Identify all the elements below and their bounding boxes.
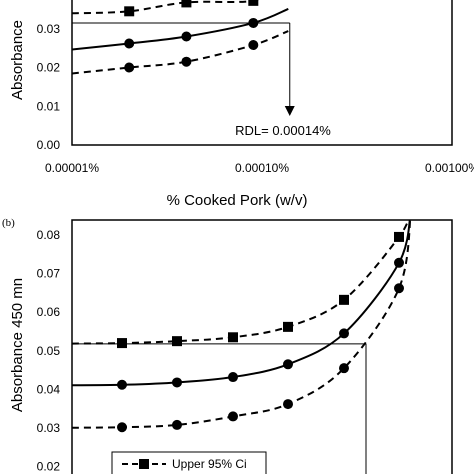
panel-b-circle-marker [339,363,349,374]
panel-b-circle-marker [394,257,404,268]
panel-a-x-tick-label: 0.00010% [235,161,289,175]
panel-b-circle-marker [283,399,293,410]
panel-b-y-tick-label: 0.07 [37,267,61,281]
panel-b-circle-marker [117,379,127,390]
panel-b-y-tick-label: 0.06 [37,305,61,319]
panel-b-square-marker [172,336,182,347]
panel-b-label: (b) [2,217,15,229]
panel-a-x-ticks: 0.00001% 0.00010% 0.00100% [45,161,474,175]
panel-a-x-tick-label: 0.00100% [425,161,474,175]
panel-a-x-axis-label: % Cooked Pork (w/v) [167,192,308,209]
panel-b-series-line [72,220,412,429]
panel-a-x-tick-label: 0.00001% [45,161,99,175]
panel-a-circle-marker [181,31,192,42]
panel-b-circle-marker [172,377,182,388]
panel-b-circle-marker [283,359,293,370]
rdl-annotation: RDL= 0.00014% [235,123,331,138]
panel-b-circle-marker [394,283,404,294]
panel-b-circle-marker [228,372,238,383]
panel-b-series-line [72,220,411,387]
panel-b-circle-marker [339,328,349,339]
panel-a-circle-marker [248,40,259,51]
legend-box [111,451,267,474]
panel-a-y-axis-label: Absorbance [9,20,26,100]
panel-b-square-marker [339,294,349,305]
panel-b-circle-marker [117,422,127,433]
panel-b-square-marker [117,338,127,349]
panel-a-series-line [72,0,262,15]
legend-square-marker [139,459,149,469]
panel-a-y-tick-label: 0.02 [37,61,61,75]
panel-a-y-ticks: 0.00 0.01 0.02 0.03 [37,22,61,152]
panel-a-plot-frame [71,0,453,146]
panel-a: 0.00 0.01 0.02 0.03 0.00001% 0.00010% 0.00100… [9,0,474,209]
panel-b-circle-marker [228,411,238,422]
panel-b-y-tick-label: 0.02 [37,460,61,474]
panel-b-circle-marker [172,419,182,430]
legend: Upper 95% Ci [111,451,267,474]
panel-a-square-marker [124,6,135,17]
panel-b: (b) 0.02 0.03 0.04 0.05 0.06 0.07 0.08 Absorba… [2,217,453,474]
panel-a-square-marker [181,0,192,8]
panel-b-plot-frame [71,219,453,474]
panel-b-y-ticks: 0.02 0.03 0.04 0.05 0.06 0.07 0.08 [37,228,61,474]
panel-b-series [72,220,412,433]
panel-b-y-axis-label: Absorbance 450 mn [9,278,26,412]
panel-a-circle-marker [124,62,135,73]
panel-b-y-tick-label: 0.05 [37,344,61,358]
panel-a-circle-marker [124,38,135,49]
panel-a-y-tick-label: 0.00 [37,138,61,152]
panel-a-series-line [72,30,289,75]
panel-a-y-tick-label: 0.03 [37,22,61,36]
legend-label-upper-ci: Upper 95% Ci [172,457,247,471]
panel-b-square-marker [394,231,404,242]
panel-a-circle-marker [248,17,259,28]
panel-a-circle-marker [181,56,192,67]
panel-a-series [72,0,289,75]
panel-b-y-tick-label: 0.04 [37,382,61,396]
panel-b-square-marker [283,321,293,332]
panel-b-y-tick-label: 0.08 [37,228,61,242]
panel-a-y-tick-label: 0.01 [37,99,61,113]
panel-b-series-line [72,220,410,345]
rdl-arrowhead [284,106,295,116]
panel-b-y-tick-label: 0.03 [37,421,61,435]
panel-a-square-marker [248,0,259,6]
panel-b-square-marker [228,332,238,343]
